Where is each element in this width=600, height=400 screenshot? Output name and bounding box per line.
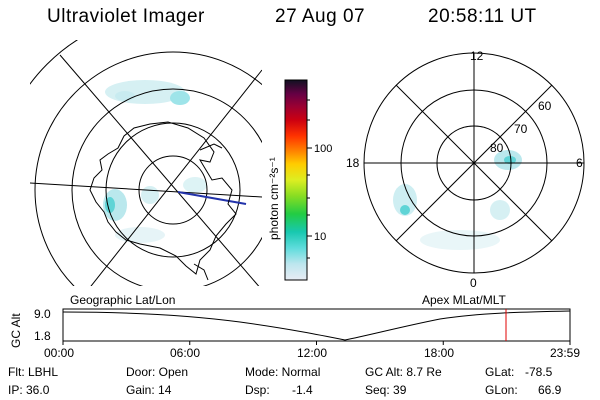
- apex-label: Apex MLat/MLT: [422, 293, 506, 307]
- ip-status: IP: 36.0: [8, 383, 50, 397]
- dsp-value: -1.4: [292, 383, 313, 397]
- altitude-xtick-0600: 06:00: [170, 346, 200, 360]
- mlat-label-80: 80: [490, 141, 504, 155]
- geo-aurora: [103, 80, 207, 243]
- glat-value: -78.5: [525, 365, 553, 379]
- altitude-ylabel: GC Alt: [9, 313, 23, 348]
- altitude-xtick-1200: 12:00: [297, 346, 327, 360]
- dsp-label: Dsp:: [245, 383, 270, 397]
- instrument-title: Ultraviolet Imager: [47, 6, 205, 27]
- door-status: Door: Open: [126, 365, 189, 379]
- apex-aurora: [393, 150, 522, 250]
- altitude-ytick-9: 9.0: [34, 307, 51, 321]
- time-label: 20:58:11 UT: [428, 6, 537, 27]
- colorbar-tick-10: 10: [314, 231, 326, 243]
- gain-status: Gain: 14: [126, 383, 172, 397]
- mlt-label-18: 18: [346, 156, 360, 170]
- altitude-xtick-1800: 18:00: [424, 346, 454, 360]
- glat-label: GLat:: [485, 365, 515, 379]
- altitude-xtick-2359: 23:59: [550, 346, 580, 360]
- geographic-label: Geographic Lat/Lon: [70, 293, 175, 307]
- mlt-label-0: 0: [470, 276, 477, 290]
- altitude-xtick-0000: 00:00: [44, 346, 74, 360]
- flt-status: Flt: LBHL: [8, 365, 59, 379]
- mlat-label-60: 60: [538, 99, 552, 113]
- altitude-ytick-1.8: 1.8: [34, 329, 51, 343]
- mlt-label-12: 12: [470, 49, 484, 63]
- mode-status: Mode: Normal: [245, 365, 321, 379]
- altitude-curve: [62, 310, 571, 341]
- seq-status: Seq: 39: [365, 383, 407, 397]
- date-label: 27 Aug 07: [275, 6, 366, 27]
- antarctica-outline: [89, 121, 237, 275]
- colorbar-tick-100: 100: [314, 143, 332, 155]
- gc-alt-status: GC Alt: 8.7 Re: [365, 365, 442, 379]
- mlat-label-70: 70: [514, 122, 528, 136]
- colorbar-unit-label: photon cm⁻²s⁻¹: [267, 157, 281, 240]
- mlt-label-6: 6: [576, 156, 583, 170]
- glon-value: 66.9: [538, 383, 562, 397]
- glon-label: GLon:: [485, 383, 518, 397]
